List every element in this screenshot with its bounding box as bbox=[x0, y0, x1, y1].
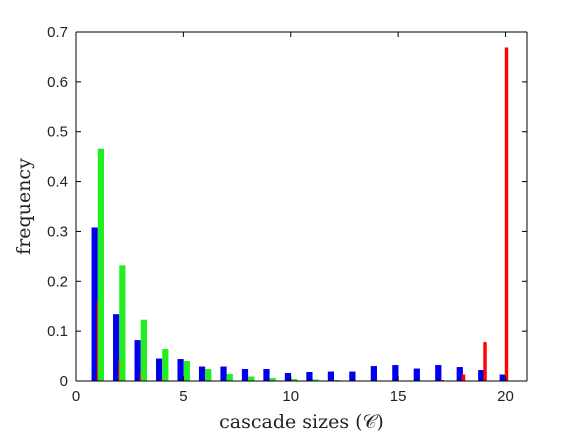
x-axis-label: cascade sizes (𝒞) bbox=[219, 411, 384, 433]
bar-series3-x10 bbox=[291, 379, 298, 381]
bar-series3-x3 bbox=[140, 319, 147, 381]
bar-series3-x7 bbox=[226, 374, 233, 381]
bars-group bbox=[91, 47, 513, 382]
bar-series3-x11 bbox=[312, 379, 319, 381]
bar-series3-x5 bbox=[183, 361, 190, 381]
bar-series1-x8 bbox=[241, 369, 249, 381]
bar-series1-x3 bbox=[134, 340, 141, 381]
bar-series1-x2 bbox=[113, 314, 120, 381]
bar-series1-x13 bbox=[349, 371, 356, 381]
bar-series1-x19 bbox=[478, 370, 485, 381]
bar-series1-x10 bbox=[284, 373, 292, 381]
y-tick-label-0.1: 0.1 bbox=[47, 323, 68, 340]
bar-series3-x1 bbox=[97, 148, 105, 381]
bar-series1-x11 bbox=[306, 372, 313, 381]
y-tick-label-0.7: 0.7 bbox=[47, 24, 68, 41]
y-ticks-group: 0 0.1 0.2 0.3 0.4 0.5 0.6 0.7 bbox=[47, 24, 527, 390]
y-axis-label: frequency bbox=[13, 158, 35, 255]
bar-series3-x9 bbox=[269, 378, 276, 381]
bar-series1-x1 bbox=[91, 227, 98, 381]
bar-series1-x16 bbox=[413, 368, 420, 381]
bar-series1-x9 bbox=[263, 369, 270, 381]
y-tick-label-0.5: 0.5 bbox=[47, 124, 68, 141]
bar-series3-x4 bbox=[162, 349, 169, 381]
bar-series2-x19 bbox=[483, 342, 487, 381]
y-tick-label-0.6: 0.6 bbox=[47, 74, 68, 91]
bar-series1-x14 bbox=[370, 366, 377, 381]
x-tick-label-5: 5 bbox=[179, 388, 187, 405]
bar-series1-x5 bbox=[177, 359, 184, 381]
bar-series2-x18 bbox=[461, 374, 466, 381]
bar-series2-x20 bbox=[504, 47, 509, 382]
x-ticks-group: 0 5 10 15 20 bbox=[72, 32, 514, 405]
x-tick-label-20: 20 bbox=[497, 388, 514, 405]
bar-series1-x17 bbox=[435, 365, 442, 381]
bar-series1-x12 bbox=[327, 371, 335, 381]
y-tick-label-0.2: 0.2 bbox=[47, 273, 68, 290]
bar-series1-x7 bbox=[220, 366, 227, 381]
bar-series3-x2 bbox=[119, 265, 126, 381]
bar-series1-x4 bbox=[155, 358, 163, 381]
x-tick-label-0: 0 bbox=[72, 388, 80, 405]
axes-group bbox=[75, 31, 528, 382]
y-tick-label-0: 0 bbox=[60, 373, 68, 390]
bar-series3-x8 bbox=[248, 376, 255, 381]
x-tick-label-10: 10 bbox=[282, 388, 299, 405]
bar-series1-x15 bbox=[392, 365, 399, 381]
bar-series1-x20 bbox=[499, 374, 506, 381]
y-tick-label-0.4: 0.4 bbox=[47, 174, 68, 191]
bar-series1-x6 bbox=[198, 366, 206, 381]
x-tick-label-15: 15 bbox=[390, 388, 407, 405]
bar-series3-x6 bbox=[205, 369, 212, 381]
y-tick-label-0.3: 0.3 bbox=[47, 223, 68, 240]
bar-series1-x18 bbox=[456, 367, 463, 381]
